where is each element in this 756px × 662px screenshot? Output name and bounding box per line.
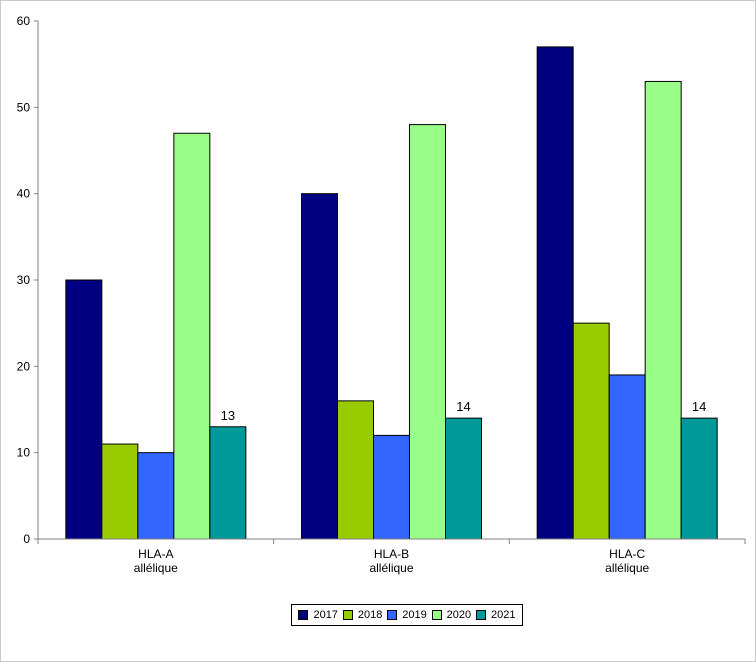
legend-item-2018: 2018 [342,609,383,621]
legend-swatch [431,610,442,620]
legend-label: 2020 [446,609,472,621]
bar-2019-2 [608,374,646,540]
bar-2018-2 [572,322,610,540]
bar-2017-0 [65,279,103,540]
y-tick-label: 30 [17,273,31,287]
x-category-label: HLA-A [138,547,173,561]
x-axis-labels: HLA-AalléliqueHLA-BalléliqueHLA-Calléliq… [134,547,650,575]
legend-item-2020: 2020 [431,609,472,621]
y-tick-label: 10 [17,446,31,460]
legend-item-2019: 2019 [387,609,427,621]
legend-item-2021: 2021 [476,609,516,621]
legend-swatch [342,610,353,620]
y-tick-label: 0 [23,532,30,546]
axes [37,21,746,544]
bar-2020-2 [644,80,682,540]
x-category-label: allélique [134,561,178,575]
bar-2018-1 [337,400,374,540]
bar-2019-0 [137,452,175,540]
legend-label: 2017 [313,609,338,621]
data-labels: 13 14 14 [221,399,707,423]
data-label-2021-0: 13 [221,408,235,423]
bar-2017-2 [536,46,574,540]
bar-2021-2 [680,417,718,540]
x-category-label: allélique [369,561,413,575]
bar-2020-1 [409,124,446,540]
bar-2017-1 [301,193,338,540]
legend-swatch [298,610,309,620]
data-label-2021-2: 14 [692,399,706,414]
legend-swatch [476,610,487,620]
legend-item-2017: 2017 [298,609,338,621]
y-tick-label: 40 [17,187,31,201]
legend-label: 2021 [491,609,516,621]
legend-swatch [387,610,398,620]
bar-2018-0 [101,443,139,540]
bar-2020-0 [173,132,211,540]
bar-2021-1 [445,417,482,540]
y-tick-label: 60 [17,14,31,28]
x-category-label: HLA-B [374,547,409,561]
legend-label: 2018 [357,609,383,621]
bar-2019-1 [373,434,410,540]
legend-label: 2019 [402,609,427,621]
x-category-label: allélique [605,561,649,575]
y-tick-label: 20 [17,359,31,373]
x-category-label: HLA-C [609,547,645,561]
legend: 2017 2018 2019 2020 2021 [291,604,523,626]
data-label-2021-1: 14 [456,399,470,414]
bar-series [65,46,718,540]
y-axis-ticks: 0 10 20 30 40 50 60 [17,14,38,546]
bar-2021-0 [209,426,247,540]
y-tick-label: 50 [17,100,31,114]
